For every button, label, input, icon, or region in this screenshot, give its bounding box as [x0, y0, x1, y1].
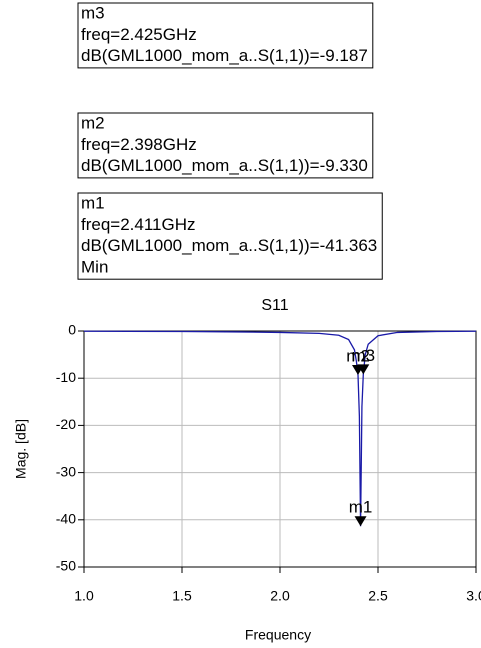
marker-readout: m2 freq=2.398GHz dB(GML1000_mom_a..S(1,1))… [77, 112, 374, 179]
y-tick-label: -50 [56, 558, 76, 574]
x-tick-label: 1.0 [74, 588, 94, 604]
readout-line: freq=2.425GHz [81, 25, 197, 44]
readout-box [77, 192, 383, 280]
marker-triangle [352, 365, 365, 376]
readout-name: m1 [81, 193, 105, 212]
readout-line: dB(GML1000_mom_a..S(1,1))=-9.187 [81, 46, 368, 65]
x-tick-label: 2.0 [270, 588, 290, 604]
marker-triangle [354, 516, 367, 527]
readout-line: freq=2.398GHz [81, 135, 197, 154]
marker-label: m1 [349, 498, 373, 517]
y-axis-label: Mag. [dB] [13, 419, 29, 479]
readout-name: m2 [81, 113, 105, 132]
y-tick-label: -10 [56, 369, 76, 385]
chart-title: S11 [261, 297, 288, 314]
y-tick-label: -30 [56, 463, 76, 479]
readout-box [77, 2, 374, 69]
x-axis-label: Frequency [245, 627, 311, 643]
marker-label: m3 [351, 346, 375, 365]
x-tick-label: 2.5 [368, 588, 388, 604]
y-tick-label: -20 [56, 416, 76, 432]
readout-line: dB(GML1000_mom_a..S(1,1))=-9.330 [81, 156, 368, 175]
series-line [83, 330, 477, 527]
y-tick-label: 0 [68, 322, 76, 338]
y-tick-label: -40 [56, 511, 76, 527]
readout-line: Min [81, 257, 108, 276]
readout-name: m3 [81, 3, 105, 22]
readout-line: dB(GML1000_mom_a..S(1,1))=-41.363 [81, 236, 377, 255]
readout-line: freq=2.411GHz [81, 215, 196, 234]
marker-readout: m3 freq=2.425GHz dB(GML1000_mom_a..S(1,1))… [77, 2, 374, 69]
readout-box [77, 112, 374, 179]
marker-readout: m1 freq=2.411GHz dB(GML1000_mom_a..S(1,1))… [77, 192, 383, 280]
marker-label: m2 [346, 347, 370, 366]
x-tick-label: 3.0 [466, 588, 481, 604]
x-tick-label: 1.5 [172, 588, 192, 604]
plot-frame [83, 330, 477, 568]
